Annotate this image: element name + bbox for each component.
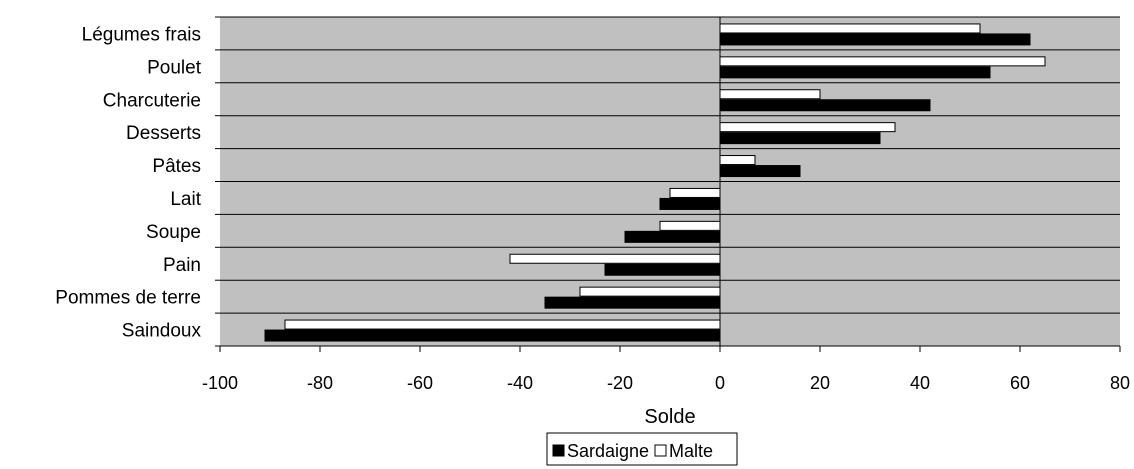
axes [215, 16, 1121, 352]
bar-malte-soupe [659, 220, 721, 231]
x-tick-label: 60 [1010, 373, 1030, 393]
x-tick-label: -40 [507, 373, 533, 393]
bar-sardaigne-poulet [719, 66, 991, 79]
x-tick-label: 0 [715, 373, 725, 393]
category-label: Lait [170, 189, 201, 210]
bar-malte-pates [719, 155, 756, 166]
category-label: Soupe [146, 222, 201, 243]
bar-malte-lait [669, 187, 721, 198]
bar-sardaigne-lait [659, 197, 721, 210]
category-label: Desserts [126, 123, 201, 144]
x-tick-label: -60 [407, 373, 433, 393]
bar-malte-pommes-de-terre [579, 286, 721, 297]
legend-label-sardaigne: Sardaigne [567, 441, 649, 461]
legend-box [546, 432, 738, 466]
x-tick-label: 40 [910, 373, 930, 393]
bar-sardaigne-charcuterie [719, 99, 931, 112]
bar-malte-legumes-frais [719, 23, 981, 34]
category-label: Légumes frais [82, 24, 201, 45]
bar-sardaigne-soupe [624, 230, 721, 243]
category-label: Pain [163, 255, 201, 276]
x-tick-label: -20 [607, 373, 633, 393]
bar-malte-desserts [719, 122, 896, 133]
legend: Sardaigne Malte [546, 432, 738, 466]
bar-malte-charcuterie [719, 89, 821, 100]
tick-labels: -100 -80 -60 -40 -20 0 20 40 60 80 [202, 373, 1130, 393]
category-labels: Légumes frais Poulet Charcuterie Desserts Pâ… [55, 24, 201, 341]
legend-swatch-malte [654, 444, 667, 457]
x-tick-label: 20 [810, 373, 830, 393]
bar-sardaigne-desserts [719, 132, 881, 145]
x-tick-label: 80 [1110, 373, 1130, 393]
category-label: Pommes de terre [55, 288, 201, 309]
category-label: Charcuterie [103, 90, 201, 111]
bar-malte-poulet [719, 56, 1046, 67]
category-label: Pâtes [152, 156, 201, 177]
bar-sardaigne-pates [719, 165, 801, 178]
legend-swatch-sardaigne [552, 444, 565, 457]
category-label: Poulet [147, 57, 202, 78]
x-tick-label: -80 [307, 373, 333, 393]
bar-sardaigne-pommes-de-terre [544, 296, 721, 309]
x-axis-title: Solde [644, 406, 695, 428]
bar-malte-pain [509, 253, 721, 264]
bar-sardaigne-saindoux [264, 329, 721, 342]
bar-sardaigne-legumes-frais [719, 33, 1031, 46]
x-tick-label: -100 [202, 373, 238, 393]
bar-malte-saindoux [284, 319, 721, 330]
category-label: Saindoux [122, 321, 202, 342]
legend-label-malte: Malte [669, 441, 713, 461]
bar-sardaigne-pain [604, 263, 721, 276]
